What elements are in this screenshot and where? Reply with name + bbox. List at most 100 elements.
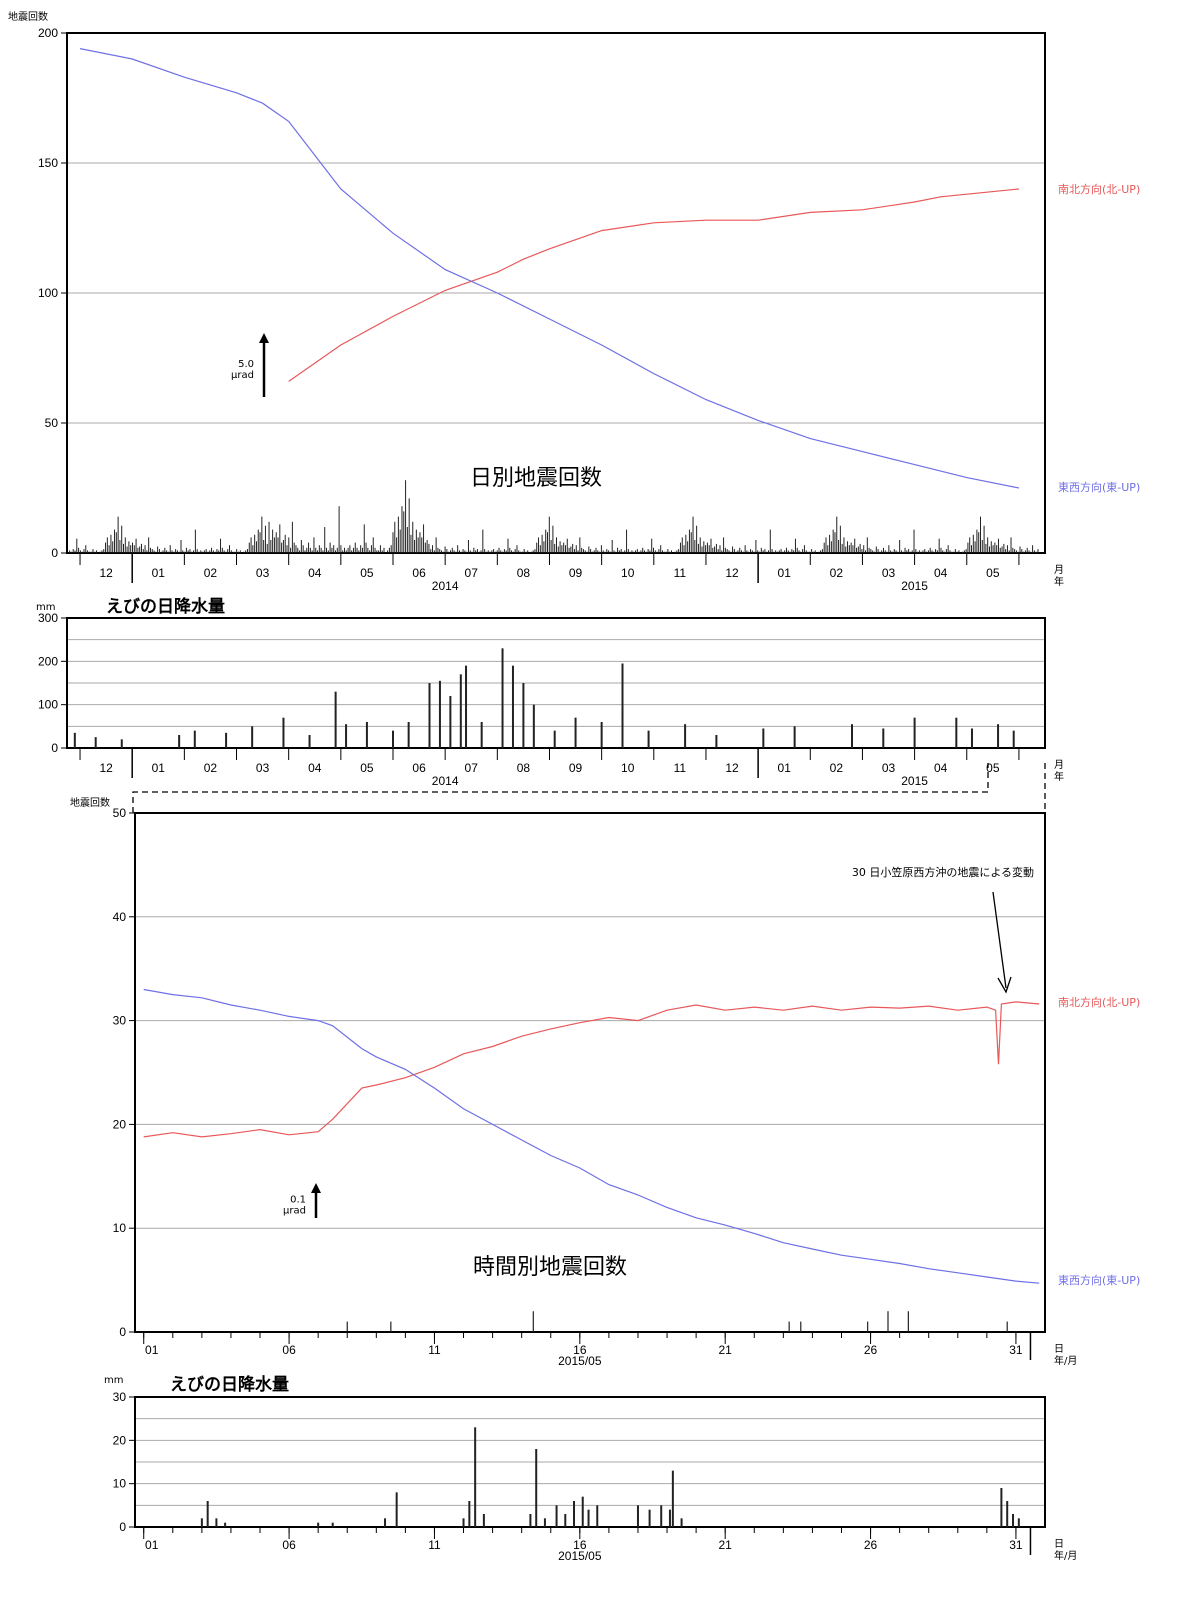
rain-bar — [564, 1514, 567, 1527]
rain-bar — [215, 1518, 218, 1527]
rain-bar — [636, 1505, 639, 1527]
day-label: 31 — [1009, 1343, 1023, 1357]
rain-bar — [480, 722, 483, 748]
month-label: 07 — [465, 566, 479, 580]
x-center-label: 2015/05 — [558, 1354, 602, 1368]
annotation-arrow — [992, 891, 1007, 989]
rain-bar — [600, 722, 603, 748]
month-label: 08 — [517, 566, 531, 580]
x-unit-label: 日 — [1054, 1344, 1064, 1355]
scale-arrow-head — [311, 1183, 321, 1193]
rain-bar — [225, 732, 228, 748]
rain-bar — [1000, 1488, 1003, 1527]
rain-bar — [73, 732, 76, 748]
rain-bar — [459, 674, 462, 748]
rain-bar — [317, 1522, 320, 1527]
day-label: 21 — [719, 1538, 733, 1552]
panel-title: えびの日降水量 — [106, 596, 225, 617]
day-label: 11 — [428, 1538, 441, 1552]
rain-bar — [596, 1505, 599, 1527]
rain-bar — [715, 735, 718, 748]
x-unit-label: 日 — [1054, 1539, 1064, 1550]
month-label: 10 — [621, 566, 635, 580]
year-label: 2014 — [432, 579, 459, 593]
rain-bar — [793, 726, 796, 748]
rain-bar — [529, 1514, 532, 1527]
annotation-arrow-head — [997, 976, 1012, 994]
y-tick-label: 0 — [119, 1325, 126, 1339]
month-label: 11 — [674, 761, 687, 775]
y-tick-label: 200 — [38, 26, 58, 40]
y-tick-label: 50 — [45, 416, 59, 430]
rain-bar — [522, 683, 525, 748]
y-tick-label: 10 — [113, 1477, 127, 1491]
rain-bar — [851, 724, 854, 748]
rain-bar — [365, 722, 368, 748]
zoom-connector — [132, 763, 1046, 813]
rain-bar — [465, 665, 468, 748]
rain-bar — [647, 730, 650, 748]
rain-bar — [1017, 1518, 1020, 1527]
rain-bar — [573, 1501, 576, 1527]
y-tick-label: 30 — [113, 1390, 127, 1404]
y-tick-label: 50 — [113, 806, 127, 820]
month-label: 05 — [360, 761, 374, 775]
series-line — [288, 188, 1019, 382]
rain-bar — [282, 717, 285, 748]
month-label: 02 — [830, 761, 844, 775]
rain-bar — [94, 737, 97, 748]
day-label: 16 — [573, 1343, 587, 1357]
rain-bar — [621, 663, 624, 748]
rain-bar — [120, 739, 123, 748]
month-label: 04 — [934, 761, 948, 775]
rain-bar — [511, 665, 514, 748]
month-label: 07 — [465, 761, 479, 775]
rain-bar — [680, 1518, 683, 1527]
rain-bar — [671, 1470, 674, 1527]
rain-bar — [482, 1514, 485, 1527]
rain-bar — [224, 1522, 227, 1527]
series-line — [143, 1001, 1040, 1138]
y-tick-label: 20 — [113, 1117, 127, 1131]
x-unit-label: 月 — [1054, 759, 1064, 771]
year-label: 2014 — [432, 774, 459, 788]
y-tick-label: 0 — [51, 741, 58, 755]
rain-bar — [462, 1518, 465, 1527]
annotation-text: 30 日小笠原西方沖の地震による変動 — [852, 865, 1034, 879]
scale-unit: μrad — [283, 1206, 306, 1217]
month-label: 05 — [986, 761, 1000, 775]
year-label: 2015 — [901, 774, 928, 788]
rain-bar — [543, 1518, 546, 1527]
day-label: 01 — [145, 1538, 159, 1552]
rain-bar — [648, 1509, 651, 1527]
x-unit-label: 年 — [1054, 770, 1064, 783]
rain-may-panel: 0 10 20 30 mm えびの日降水量 01 06 11 16 21 26 31 2015/05 日年/… — [104, 1374, 1077, 1563]
month-label: 04 — [308, 761, 322, 775]
rain-bar — [438, 680, 441, 748]
y-tick-label: 20 — [113, 1433, 127, 1447]
month-label: 10 — [621, 761, 635, 775]
rain-bar — [193, 730, 196, 748]
month-label: 11 — [674, 566, 687, 580]
rain-bar — [308, 735, 311, 748]
series-line — [79, 48, 1020, 489]
month-label: 01 — [778, 761, 792, 775]
panel-title: えびの日降水量 — [170, 1374, 289, 1395]
month-label: 02 — [204, 761, 218, 775]
plot-frame — [66, 617, 1046, 749]
rain-bar — [970, 728, 973, 748]
bar-title: 日別地震回数 — [470, 466, 602, 491]
y-tick-label: 150 — [38, 156, 58, 170]
rain-bar — [384, 1518, 387, 1527]
rain-bar — [660, 1505, 663, 1527]
y-tick-label: 300 — [38, 611, 58, 625]
y-tick-label: 100 — [38, 286, 58, 300]
month-label: 06 — [412, 761, 426, 775]
month-label: 01 — [152, 566, 166, 580]
rain-bar — [553, 730, 556, 748]
rain-bar — [395, 1492, 398, 1527]
month-label: 02 — [204, 566, 218, 580]
month-label: 01 — [152, 761, 166, 775]
